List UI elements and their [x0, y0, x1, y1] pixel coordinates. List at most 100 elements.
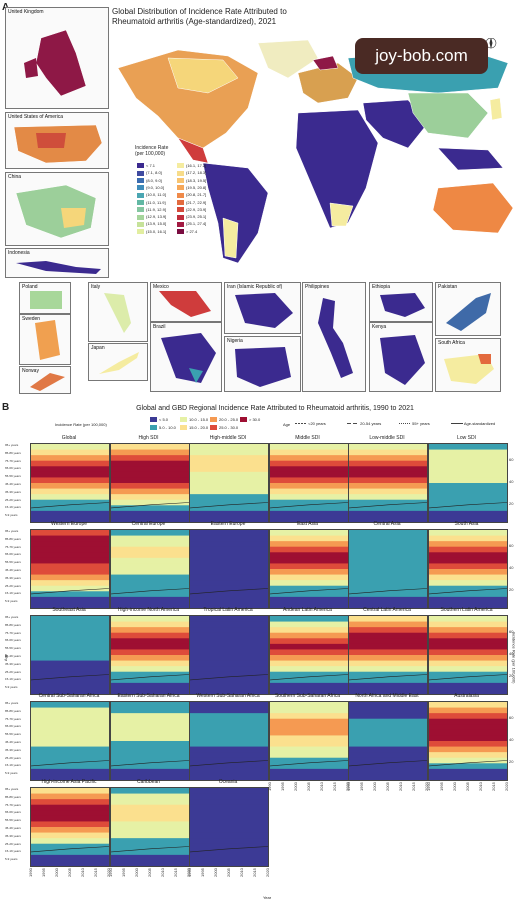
- heat-band: [269, 702, 348, 709]
- x-tick-label: 2000: [372, 782, 377, 791]
- heat-band: [190, 815, 268, 822]
- heat-band: [428, 655, 507, 662]
- heat-band: [269, 516, 348, 522]
- facet-title: East Asia: [297, 521, 318, 527]
- x-tick-label: 1990: [266, 782, 272, 791]
- heat-band: [269, 735, 348, 742]
- right-tick-label: 20: [509, 587, 514, 592]
- heat-band: [110, 471, 189, 478]
- inset-label: Mexico: [153, 284, 169, 290]
- facet-panel: [30, 787, 110, 867]
- heat-band: [110, 505, 189, 512]
- map-legend-item: (19.5, 20.8]: [177, 185, 206, 191]
- heat-band: [110, 455, 189, 462]
- heat-band: [110, 655, 189, 662]
- heat-band: [269, 660, 348, 667]
- heat-band: [31, 505, 109, 512]
- facet-panel: [189, 787, 269, 867]
- x-tick-label: 1995: [120, 868, 126, 877]
- x-tick-label: 2005: [385, 782, 390, 791]
- heat-band: [428, 627, 507, 634]
- heat-band: [349, 530, 427, 537]
- heat-band: [269, 585, 348, 592]
- y-tick-label: 75-79 years: [5, 716, 21, 721]
- heat-band: [31, 499, 109, 506]
- y-tick-label: 25-29 years: [5, 755, 21, 760]
- map-legend-item: (17.2, 18.3]: [177, 170, 206, 176]
- facet-panel: [348, 529, 428, 609]
- heat-band: [110, 460, 189, 467]
- heat-band: [110, 627, 189, 634]
- x-tick-label: 2010: [80, 868, 85, 877]
- age-legend-item: 55+ years: [399, 421, 430, 426]
- y-tick-label: 5-9 years: [5, 685, 18, 690]
- heat-band: [110, 649, 189, 656]
- heat-band: [110, 596, 189, 603]
- heat-band: [31, 483, 109, 490]
- bin-legend-item: 20.0 - 25.0: [210, 417, 238, 423]
- inset-italy: Italy: [88, 282, 148, 342]
- heat-band: [428, 671, 507, 678]
- heat-band: [349, 735, 427, 742]
- heat-band: [31, 854, 109, 861]
- heat-band: [31, 804, 109, 811]
- legend-swatch: [210, 417, 217, 423]
- heat-band: [110, 788, 189, 795]
- heatmap-bin-legend: < 5.0 5.0 - 10.0 10.0 - 15.0 15.0 - 20.0 20.…: [150, 417, 270, 437]
- map-legend-item: (23.9, 25.1]: [177, 214, 206, 220]
- facet-panel: [348, 443, 428, 523]
- heat-band: [349, 768, 427, 775]
- y-tick-label: 25-29 years: [5, 669, 21, 674]
- legend-swatch: [177, 214, 184, 220]
- heat-band: [269, 510, 348, 517]
- heat-band: [31, 849, 109, 856]
- y-tick-label: 65-69 years: [5, 552, 21, 557]
- facet-title: High-income Asia Pacific: [41, 779, 97, 785]
- legend-swatch: [137, 221, 144, 227]
- y-tick-label: 35-39 years: [5, 575, 21, 580]
- heatmap-legend-label: Incidence Rate (per 100,000): [55, 422, 107, 427]
- heat-band: [190, 632, 268, 639]
- heat-band: [269, 677, 348, 684]
- y-tick-label: 35-39 years: [5, 747, 21, 752]
- inset-philippines: Philippines: [302, 282, 366, 392]
- heat-band: [349, 627, 427, 634]
- heat-band: [349, 729, 427, 736]
- map-legend: Incidence Rate (per 100,000): [135, 145, 215, 157]
- heat-band: [190, 660, 268, 667]
- right-tick-label: 20: [509, 759, 514, 764]
- heat-band: [110, 602, 189, 608]
- inset-label: Italy: [91, 284, 101, 290]
- age-standardized-line: [31, 502, 109, 509]
- heat-band: [269, 724, 348, 731]
- heat-band: [190, 460, 268, 467]
- facet-title: Central Latin America: [363, 607, 411, 613]
- heat-band: [31, 688, 109, 694]
- heat-band: [110, 774, 189, 780]
- inset-kenya: Kenya: [369, 322, 433, 392]
- heat-band: [110, 671, 189, 678]
- heat-band: [269, 752, 348, 759]
- heat-band: [31, 671, 109, 678]
- heat-band: [428, 621, 507, 628]
- heat-band: [110, 494, 189, 501]
- age-standardized-line: [349, 588, 427, 595]
- facet-panel: [109, 787, 190, 867]
- legend-swatch: [137, 185, 144, 191]
- heat-band: [31, 718, 109, 725]
- inset-label: Indonesia: [8, 250, 30, 256]
- heatmap-title: Global and GBD Regional Incidence Rate A…: [136, 405, 414, 412]
- age-standardized-line: [269, 674, 348, 681]
- heat-band: [349, 655, 427, 662]
- heat-band: [190, 810, 268, 817]
- heat-band: [428, 763, 507, 770]
- facet-panel: [268, 615, 349, 695]
- map-legend-item: (15.0, 16.1]: [137, 229, 166, 235]
- facet-panel: [109, 443, 190, 523]
- facet-title: Central Asia: [373, 521, 401, 527]
- heat-band: [269, 616, 348, 623]
- heat-band: [190, 799, 268, 806]
- heat-band: [349, 557, 427, 564]
- x-tick-label: 1990: [425, 782, 431, 791]
- map-legend-item: (10.0, 11.0]: [137, 192, 166, 198]
